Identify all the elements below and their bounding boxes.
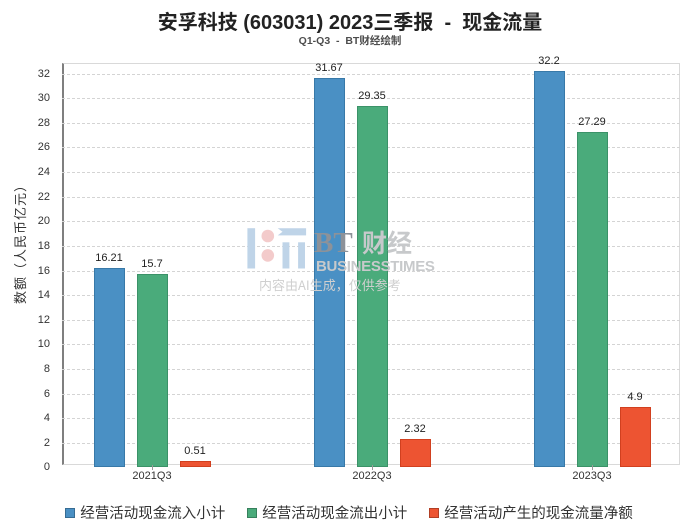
svg-text:内容由AI生成，仅供参考: 内容由AI生成，仅供参考 <box>259 275 401 294</box>
svg-text:BT: BT <box>314 227 353 259</box>
svg-text:财经: 财经 <box>362 224 412 260</box>
svg-text:BUSINESSTIMES: BUSINESSTIMES <box>316 258 435 275</box>
